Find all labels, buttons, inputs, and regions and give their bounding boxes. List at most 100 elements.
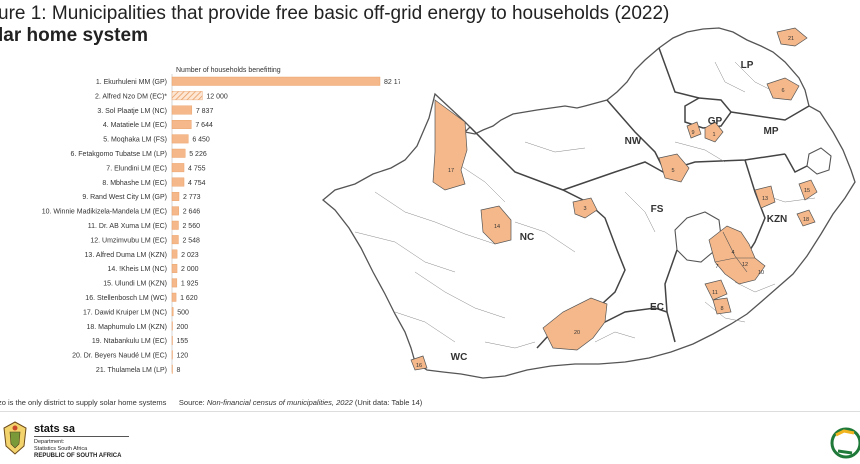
chart-title: ure 1: Municipalities that provide free … [0,3,670,24]
bar [171,120,192,129]
marker-15: 15 [804,188,810,194]
bar [171,249,178,259]
category-label: 8. Mbhashe LM (EC) [102,180,167,187]
category-label: 16. Stellenbosch LM (WC) [85,295,167,302]
category-label: 1. Ekurhuleni MM (GP) [96,79,167,86]
agency-name: stats sa [34,423,75,435]
municipality-area-20 [542,297,608,351]
bar [171,292,177,302]
bar [171,177,185,187]
department-block: Department: Statistics South Africa REPU… [34,439,121,460]
province-label-gp: GP [708,116,723,127]
category-label: 21. Thulamela LM (LP) [96,367,167,374]
category-label: 17. Dawid Kruiper LM (NC) [83,309,167,316]
province-label-nc: NC [520,232,534,243]
category-label: 18. Maphumulo LM (KZN) [86,324,167,331]
department-line3: REPUBLIC OF SOUTH AFRICA [34,453,122,459]
department-line2: Statistics South Africa [34,446,88,452]
value-label: 155 [177,338,189,345]
marker-10: 10 [758,270,764,276]
value-label: 12 000 [206,93,228,100]
municipality-area-18 [796,209,816,227]
bar [171,148,186,158]
value-label: 1 620 [180,295,198,302]
province-label-nw: NW [625,136,642,147]
bar [171,263,178,273]
marker-16: 16 [416,363,422,369]
value-label: 82 177 [384,79,400,86]
column-header: Number of households benefitting [176,67,281,74]
municipality-area-8 [712,297,732,315]
bar [171,350,173,360]
municipality-area-3 [572,197,598,219]
province-label-wc: WC [451,352,468,363]
category-label: 4. Matatiele LM (EC) [103,122,167,129]
bar [171,163,185,173]
category-label: 11. Dr. AB Xuma LM (EC) [88,223,167,230]
marker-4: 4 [731,250,734,256]
bar [171,336,173,345]
municipality-area-17 [432,99,468,191]
value-label: 1 925 [181,281,199,288]
municipality-area-16 [410,355,428,371]
marker-11: 11 [712,290,718,296]
province-label-lp: LP [741,60,754,71]
category-label: 13. Alfred Duma LM (KZN) [85,252,167,259]
category-label: 7. Elundini LM (EC) [106,165,167,172]
municipality-area-5 [658,153,690,183]
municipality-area-9 [686,121,702,139]
bar [171,235,179,245]
value-label: 2 000 [181,266,199,273]
category-label: 6. Fetakgomo Tubatse LM (LP) [71,151,168,158]
footnote: zo is the only district to supply solar … [0,398,422,407]
marker-12: 12 [742,262,748,268]
province-label-fs: FS [651,204,664,215]
marker-8: 8 [720,306,723,312]
bar [171,220,179,230]
chart-subtitle: lar home system [0,25,148,46]
municipality-area-15 [798,179,818,201]
ndp-logo-icon [830,427,860,459]
category-label: 10. Winnie Madikizela-Mandela LM (EC) [42,209,167,216]
bar-chart: Number of households benefitting 1. Ekur… [42,67,400,374]
province-label-kzn: KZN [767,214,788,225]
value-label: 8 [177,367,181,374]
value-label: 2 548 [182,237,200,244]
value-label: 500 [177,309,189,316]
value-label: 4 755 [188,165,206,172]
category-label: 14. !Kheis LM (NC) [107,266,167,273]
category-label: 15. Ulundi LM (KZN) [103,281,167,288]
value-label: 7 837 [196,108,214,115]
category-label: 5. Moqhaka LM (FS) [103,137,167,144]
category-label: 2. Alfred Nzo DM (EC)* [95,93,167,100]
value-label: 7 644 [195,122,213,129]
marker-7: 7 [715,264,718,270]
bar [171,76,381,86]
bar [171,307,174,317]
bar [171,364,173,374]
value-label: 4 754 [188,180,206,187]
municipality-area-14 [480,205,512,245]
marker-1: 1 [712,132,715,138]
bar [171,278,178,288]
marker-3: 3 [583,206,586,212]
marker-18: 18 [803,217,809,223]
marker-20: 20 [574,330,580,336]
value-label: 200 [177,324,189,331]
bar [171,105,193,115]
south-africa-map: 21 6 9 1 5 17 3 14 13 15 18 7 4 12 10 11… [321,27,856,379]
source-label: Source: [178,398,205,407]
municipality-area-21 [776,27,808,47]
municipality-area-1 [704,121,724,143]
marker-14: 14 [494,224,500,230]
department-line1: Department: [34,439,65,445]
municipality-area-11 [704,279,728,301]
footnote-note: zo is the only district to supply solar … [0,398,167,407]
bar [171,321,173,331]
category-label: 19. Ntabankulu LM (EC) [92,338,167,345]
value-label: 2 023 [181,252,199,259]
municipality-area-ec-cluster [708,225,766,285]
coat-of-arms-icon [3,421,27,455]
value-label: 6 450 [192,137,210,144]
value-label: 2 773 [183,194,201,201]
